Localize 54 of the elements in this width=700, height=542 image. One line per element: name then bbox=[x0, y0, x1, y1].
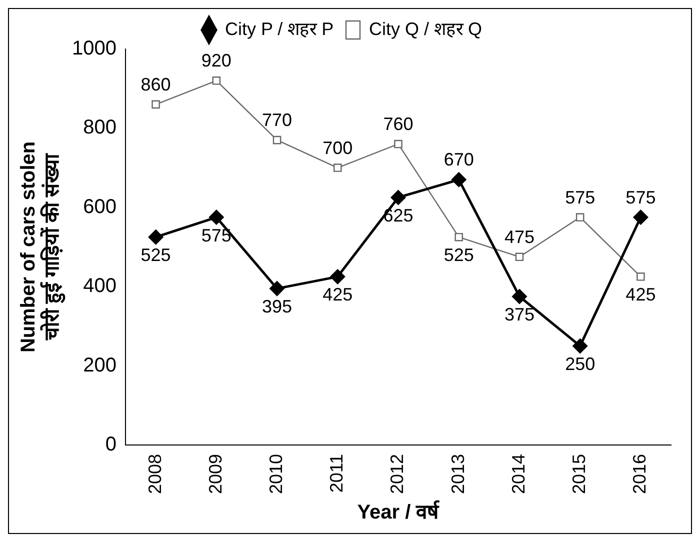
x-tick-label: 2008 bbox=[144, 454, 165, 494]
point bbox=[330, 269, 345, 284]
data-label: 575 bbox=[626, 187, 656, 208]
data-label: 760 bbox=[383, 114, 414, 134]
point bbox=[152, 100, 160, 109]
point bbox=[209, 210, 224, 225]
point bbox=[572, 338, 588, 354]
data-label: 375 bbox=[504, 304, 534, 324]
point bbox=[148, 230, 164, 244]
data-label: 425 bbox=[322, 284, 353, 305]
point bbox=[452, 172, 466, 187]
data-label: 395 bbox=[262, 296, 292, 317]
x-tick-label: 2013 bbox=[448, 454, 468, 494]
point bbox=[212, 76, 221, 85]
x-tick-label: 2015 bbox=[569, 454, 590, 494]
y-tick-label: 800 bbox=[83, 116, 116, 139]
y-tick-label: 1000 bbox=[72, 38, 116, 60]
data-label: 425 bbox=[626, 284, 656, 305]
point bbox=[515, 252, 524, 262]
y-tick-label: 0 bbox=[105, 433, 116, 456]
x-tick-label: 2012 bbox=[387, 454, 408, 494]
legend-label: City P / शहर P bbox=[224, 18, 334, 39]
x-axis-title: Year / वर्ष bbox=[357, 500, 440, 524]
point bbox=[633, 210, 648, 225]
data-label: 475 bbox=[504, 226, 534, 247]
x-tick-label: 2009 bbox=[205, 454, 226, 494]
data-label: 525 bbox=[140, 245, 171, 266]
data-label: 860 bbox=[140, 74, 171, 94]
data-label: 770 bbox=[262, 110, 292, 130]
x-tick-label: 2014 bbox=[508, 454, 528, 494]
y-tick-label: 600 bbox=[83, 196, 116, 218]
legend-label: City Q / शहर Q bbox=[369, 18, 482, 39]
point bbox=[334, 164, 342, 172]
x-tick-label: 2016 bbox=[630, 454, 650, 494]
data-label: 575 bbox=[201, 225, 232, 246]
x-tick-label: 2010 bbox=[266, 454, 286, 494]
y-tick-label: 200 bbox=[83, 354, 116, 376]
y-tick-label: 400 bbox=[83, 275, 116, 298]
x-tick-label: 2011 bbox=[326, 454, 347, 493]
point bbox=[512, 289, 527, 304]
data-label: 700 bbox=[322, 138, 353, 158]
data-label: 525 bbox=[444, 245, 474, 266]
point bbox=[272, 136, 282, 144]
data-label: 250 bbox=[565, 354, 596, 374]
point bbox=[576, 213, 584, 222]
point bbox=[394, 140, 402, 148]
data-label: 670 bbox=[444, 150, 474, 170]
point bbox=[270, 281, 284, 296]
data-label: 575 bbox=[565, 187, 596, 208]
y-axis-title: Number of cars stolen चोरी हुई गाड़ियों की संख्या bbox=[18, 141, 66, 353]
point bbox=[454, 232, 463, 242]
data-label: 920 bbox=[201, 50, 232, 71]
point bbox=[390, 190, 406, 205]
point bbox=[636, 272, 645, 281]
